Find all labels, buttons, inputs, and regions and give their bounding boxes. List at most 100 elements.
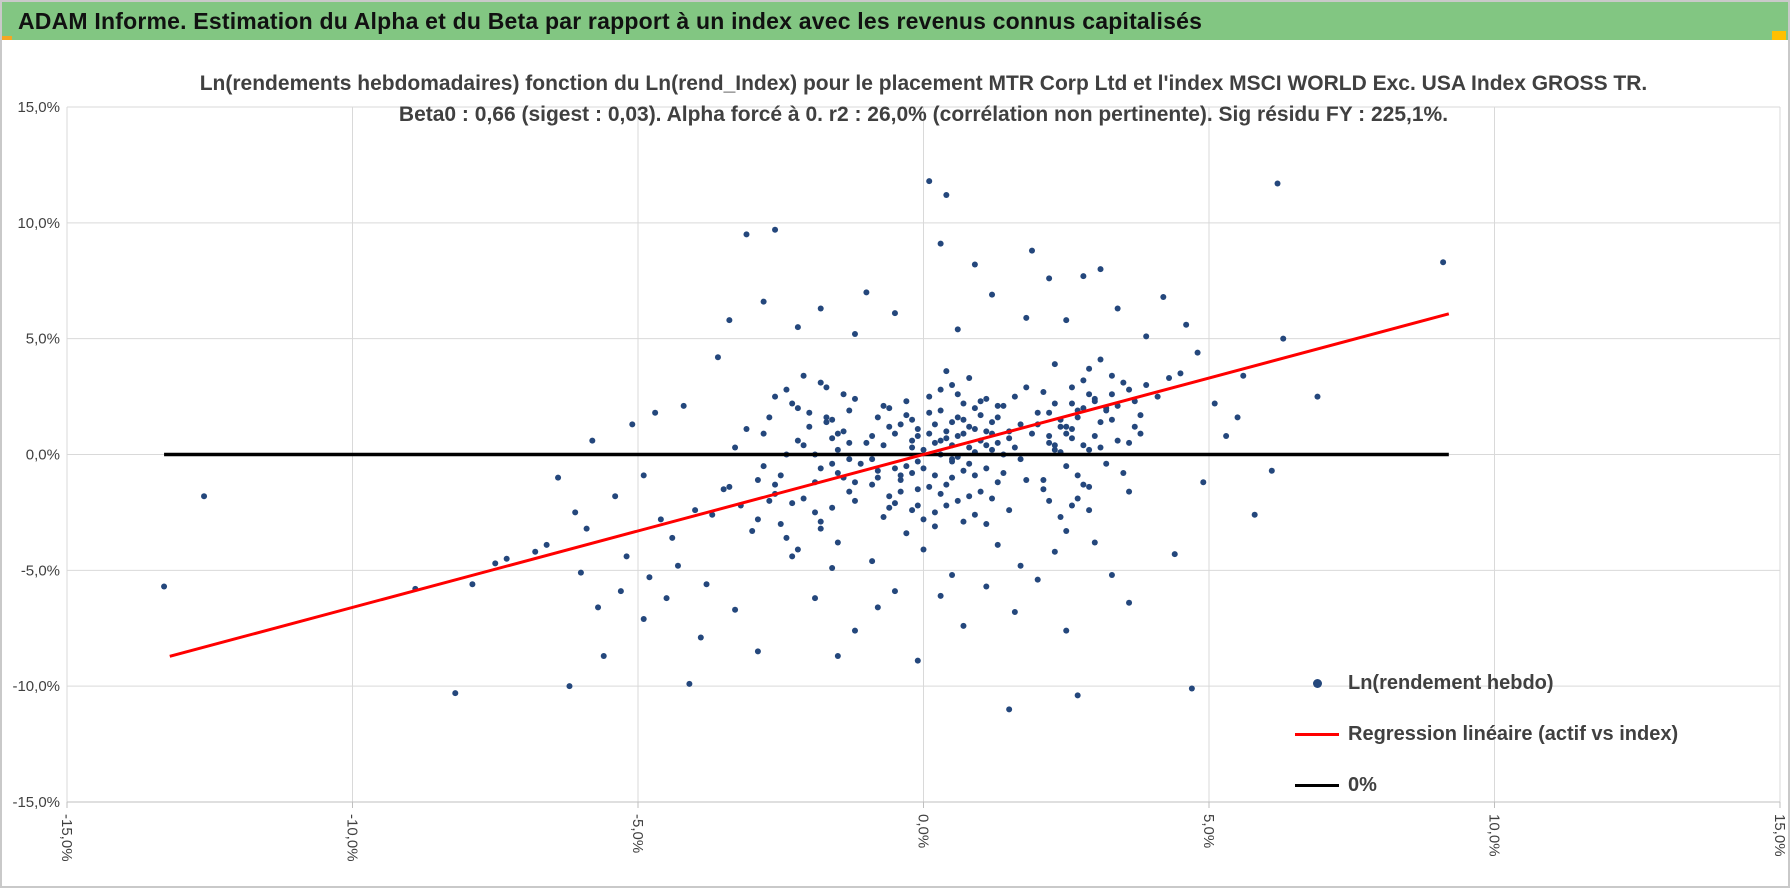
scatter-point bbox=[1194, 349, 1201, 356]
scatter-point bbox=[1086, 365, 1093, 372]
scatter-point bbox=[823, 414, 830, 421]
scatter-point bbox=[1028, 247, 1035, 254]
scatter-point bbox=[817, 305, 824, 312]
scatter-point bbox=[920, 516, 927, 523]
scatter-point bbox=[1223, 432, 1230, 439]
legend-item-points[interactable]: Ln(rendement hebdo) bbox=[1294, 658, 1764, 709]
scatter-point bbox=[994, 414, 1001, 421]
x-tick-label: -10,0% bbox=[344, 814, 361, 862]
legend-item-zero[interactable]: 0% bbox=[1294, 760, 1764, 811]
scatter-point bbox=[966, 493, 973, 500]
scatter-point bbox=[817, 379, 824, 386]
scatter-point bbox=[800, 372, 807, 379]
scatter-point bbox=[937, 592, 944, 599]
scatter-point bbox=[469, 581, 476, 588]
scatter-point bbox=[1063, 430, 1070, 437]
scatter-point bbox=[812, 595, 819, 602]
scatter-point bbox=[891, 465, 898, 472]
scatter-point bbox=[1108, 391, 1115, 398]
scatter-point bbox=[1126, 439, 1133, 446]
scatter-point bbox=[789, 553, 796, 560]
scatter-point bbox=[1034, 576, 1041, 583]
scatter-point bbox=[817, 465, 824, 472]
scatter-point bbox=[612, 493, 619, 500]
scatter-point bbox=[772, 393, 779, 400]
header-title: ADAM Informe. Estimation du Alpha et du … bbox=[18, 7, 1203, 34]
scatter-point bbox=[943, 368, 950, 375]
header-bar: ADAM Informe. Estimation du Alpha et du … bbox=[2, 2, 1788, 40]
scatter-point bbox=[966, 423, 973, 430]
scatter-point bbox=[201, 493, 208, 500]
scatter-point bbox=[931, 523, 938, 530]
scatter-point bbox=[983, 395, 990, 402]
scatter-point bbox=[897, 476, 904, 483]
scatter-point bbox=[754, 476, 761, 483]
scatter-point bbox=[714, 354, 721, 361]
scatter-point bbox=[1143, 382, 1150, 388]
x-tick-label: -5,0% bbox=[629, 814, 646, 853]
legend-label-points: Ln(rendement hebdo) bbox=[1348, 672, 1554, 694]
scatter-point bbox=[960, 416, 967, 423]
scatter-point bbox=[1006, 706, 1013, 713]
scatter-point bbox=[1046, 409, 1053, 416]
scatter-point bbox=[931, 439, 938, 446]
scatter-point bbox=[692, 507, 699, 514]
scatter-point bbox=[1091, 539, 1098, 546]
scatter-point bbox=[891, 588, 898, 595]
scatter-point bbox=[555, 474, 562, 481]
legend-item-regression[interactable]: Regression linéaire (actif vs index) bbox=[1294, 709, 1764, 760]
scatter-point bbox=[1086, 507, 1093, 514]
scatter-point bbox=[874, 474, 881, 481]
scatter-point bbox=[931, 472, 938, 479]
scatter-point bbox=[703, 581, 710, 588]
scatter-point bbox=[754, 516, 761, 523]
scatter-point bbox=[943, 481, 950, 488]
scatter-point bbox=[1240, 372, 1247, 379]
scatter-point bbox=[1011, 444, 1018, 451]
scatter-point bbox=[931, 509, 938, 516]
scatter-point bbox=[1274, 180, 1281, 187]
scatter-point bbox=[949, 419, 956, 426]
scatter-point bbox=[937, 386, 944, 393]
scatter-point bbox=[1143, 333, 1150, 340]
scatter-point bbox=[977, 412, 984, 419]
scatter-point bbox=[851, 479, 858, 486]
x-tick-label: 5,0% bbox=[1200, 814, 1217, 848]
scatter-point bbox=[829, 565, 836, 572]
scatter-point bbox=[1080, 481, 1087, 488]
scatter-point bbox=[920, 546, 927, 553]
scatter-point bbox=[1074, 495, 1081, 502]
scatter-point bbox=[897, 472, 904, 479]
scatter-point bbox=[851, 395, 858, 402]
scatter-point bbox=[869, 456, 876, 463]
scatter-point bbox=[1120, 379, 1127, 386]
scatter-point bbox=[954, 414, 961, 421]
scatter-point bbox=[954, 432, 961, 439]
scatter-point bbox=[903, 463, 910, 470]
scatter-point bbox=[983, 465, 990, 472]
scatter-point bbox=[1046, 497, 1053, 504]
scatter-point bbox=[812, 509, 819, 516]
scatter-point bbox=[760, 430, 767, 437]
scatter-point bbox=[783, 386, 790, 393]
scatter-point bbox=[566, 683, 573, 690]
scatter-point bbox=[572, 509, 579, 516]
scatter-point bbox=[1046, 432, 1053, 439]
scatter-point bbox=[994, 479, 1001, 486]
scatter-point bbox=[1440, 259, 1447, 266]
scatter-point bbox=[1074, 472, 1081, 479]
scatter-point bbox=[834, 446, 841, 453]
scatter-point bbox=[452, 690, 459, 697]
scatter-point bbox=[583, 525, 590, 532]
scatter-point bbox=[909, 416, 916, 423]
scatter-point bbox=[880, 514, 887, 521]
scatter-point bbox=[1034, 409, 1041, 416]
scatter-point bbox=[726, 483, 733, 490]
scatter-point bbox=[971, 261, 978, 268]
scatter-point bbox=[1068, 426, 1075, 433]
scatter-point bbox=[926, 409, 933, 416]
scatter-point bbox=[1188, 685, 1195, 692]
scatter-point bbox=[1097, 444, 1104, 451]
scatter-point bbox=[161, 583, 168, 590]
